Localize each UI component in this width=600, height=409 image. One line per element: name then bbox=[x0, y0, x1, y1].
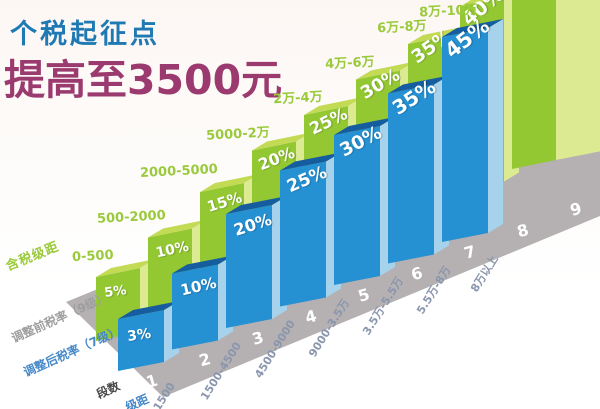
bar-front-face bbox=[512, 0, 556, 169]
axis-tick-number: 2 bbox=[197, 349, 213, 370]
new-rate-bar-7: 45% bbox=[440, 14, 503, 242]
new-rate-bar-5: 30% bbox=[334, 117, 395, 285]
old-bracket-label: 2万-4万 bbox=[272, 89, 323, 108]
axis-tick-number: 6 bbox=[409, 263, 425, 284]
old-bracket-label: 4万-6万 bbox=[324, 54, 375, 72]
bar-top-face bbox=[200, 174, 259, 192]
new-rate-bar-6: 35% bbox=[388, 75, 449, 264]
bar-rate-label: 5% bbox=[103, 283, 127, 301]
bar-side-face bbox=[556, 0, 600, 160]
bar-top-face bbox=[356, 61, 415, 80]
bar-top-face bbox=[334, 117, 395, 135]
axis-tick-number: 8 bbox=[515, 220, 531, 241]
new-rate-bar-3: 20% bbox=[226, 196, 287, 328]
bar-top-face bbox=[460, 0, 492, 7]
bar-top-face bbox=[304, 97, 363, 115]
bar-front-face bbox=[280, 161, 326, 307]
bar-top-face bbox=[118, 301, 179, 319]
new-rate-bar-2: 10% bbox=[172, 255, 233, 350]
bar-side-face bbox=[488, 19, 503, 233]
bar-top-face bbox=[226, 196, 287, 214]
bar-top-face bbox=[442, 19, 503, 37]
axis-tick-number: 5 bbox=[356, 285, 372, 306]
bar-top-face bbox=[408, 26, 467, 44]
old-bracket-label: 0-500 bbox=[72, 247, 115, 266]
bar-front-face bbox=[226, 205, 272, 328]
new-rate-bar-4: 25% bbox=[280, 152, 341, 307]
bar-rate-label: 10% bbox=[154, 239, 190, 262]
bar-front-face bbox=[442, 28, 488, 242]
bar-top-face bbox=[96, 259, 155, 277]
axis-tick-number: 3 bbox=[250, 328, 266, 349]
axis-tick-number: 7 bbox=[462, 242, 478, 263]
bar-front-face bbox=[118, 310, 164, 371]
axis-tick-number: 9 bbox=[568, 199, 584, 220]
old-rate-bar-9 bbox=[512, 0, 600, 169]
page-subtitle: 提高至3500元 bbox=[4, 56, 283, 104]
bar-top-face bbox=[148, 219, 207, 238]
bar-top-face bbox=[252, 132, 311, 151]
bar-top-face bbox=[388, 75, 449, 94]
bar-rate-label: 3% bbox=[126, 326, 152, 345]
bar-front-face bbox=[388, 84, 434, 264]
old-bracket-label: 8万-10万 bbox=[419, 2, 479, 21]
bar-top-face bbox=[280, 152, 341, 171]
bar-front-face bbox=[172, 264, 218, 350]
axis-tick-number: 4 bbox=[303, 306, 319, 327]
page-title: 个税起征点 bbox=[10, 19, 160, 50]
old-bracket-label: 5000-2万 bbox=[206, 124, 271, 144]
axis-tick-number: 1 bbox=[144, 371, 160, 392]
bar-top-face bbox=[172, 255, 233, 274]
bar-front-face bbox=[334, 126, 380, 285]
new-rate-bar-1: 3% bbox=[118, 301, 179, 371]
old-bracket-label: 500-2000 bbox=[96, 207, 167, 227]
